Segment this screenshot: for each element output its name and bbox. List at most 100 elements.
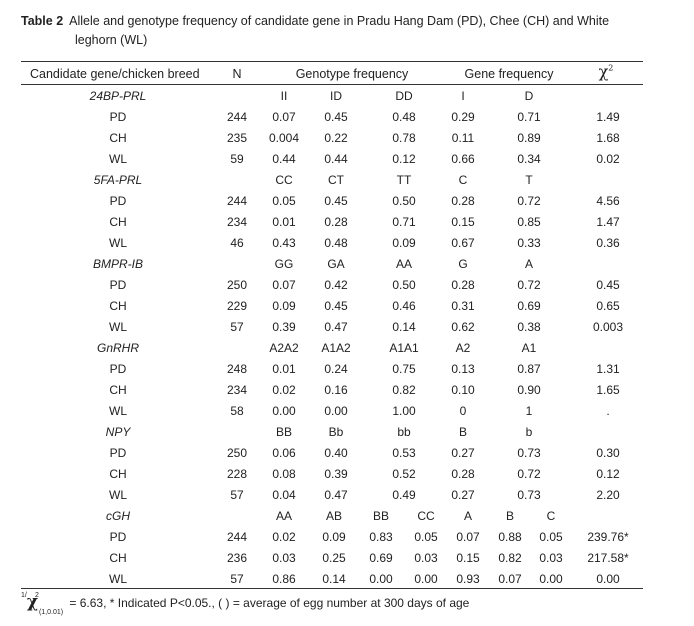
header-rule [21, 84, 643, 85]
gene-name: 24BP-PRL [89, 89, 147, 103]
allele-label: B [458, 425, 468, 439]
chi-square-value: 1.31 [596, 362, 620, 376]
genotype-frequency: 0.25 [322, 551, 346, 565]
chi-square-value: 4.56 [596, 194, 620, 208]
genotype-frequency: 0.28 [324, 215, 348, 229]
genotype-label: A1A1 [389, 341, 419, 355]
genotype-frequency: 0.42 [324, 278, 348, 292]
genotype-frequency: 0.01 [272, 362, 296, 376]
genotype-label: CT [328, 173, 344, 187]
genotype-frequency: 0.03 [414, 551, 438, 565]
footnote-chi-symbol: χ [26, 592, 39, 612]
header-chi-square: χ2 [598, 62, 614, 81]
sample-size: 46 [230, 236, 244, 250]
breed-name: WL [109, 572, 127, 586]
genotype-frequency: 1.00 [392, 404, 416, 418]
genotype-frequency: 0.43 [272, 236, 296, 250]
gene-frequency: 0.10 [451, 383, 475, 397]
sample-size: 57 [230, 572, 244, 586]
genotype-frequency: 0.44 [324, 152, 348, 166]
allele-label: A [524, 257, 534, 271]
gene-name: 5FA-PRL [93, 173, 143, 187]
gene-frequency: 0 [459, 404, 467, 418]
genotype-frequency: 0.50 [392, 278, 416, 292]
gene-frequency: 0.33 [517, 236, 541, 250]
chi-square-value: 0.65 [596, 299, 620, 313]
genotype-frequency: 0.00 [369, 572, 393, 586]
genotype-label: AB [325, 509, 343, 523]
breed-name: CH [109, 467, 127, 481]
gene-name: BMPR-IB [92, 257, 144, 271]
gene-frequency: 1 [525, 404, 533, 418]
sample-size: 57 [230, 320, 244, 334]
gene-frequency: 0.93 [456, 572, 480, 586]
chi-square-value: 1.65 [596, 383, 620, 397]
gene-name: cGH [106, 509, 130, 523]
chi-square-value: 0.00 [596, 572, 620, 586]
gene-frequency: 0.72 [517, 467, 541, 481]
chi-square-value: 0.12 [596, 467, 620, 481]
gene-frequency: 0.34 [517, 152, 541, 166]
chi-square-value: 217.58* [587, 551, 629, 565]
gene-frequency: 0.87 [517, 362, 541, 376]
allele-label: A [463, 509, 473, 523]
gene-frequency: 0.27 [451, 488, 475, 502]
genotype-label: AA [395, 257, 413, 271]
genotype-frequency: 0.12 [392, 152, 416, 166]
gene-name: NPY [105, 425, 131, 439]
genotype-frequency: 0.48 [324, 236, 348, 250]
gene-frequency: 0.85 [517, 215, 541, 229]
genotype-frequency: 0.02 [272, 383, 296, 397]
gene-frequency: 0.31 [451, 299, 475, 313]
genotype-label: BB [275, 425, 293, 439]
table-footnote: 1/χ2 (1,0.01) = 6.63, * Indicated P<0.05.… [21, 592, 470, 616]
caption-line-1: Allele and genotype frequency of candida… [69, 14, 610, 28]
genotype-frequency: 0.45 [324, 194, 348, 208]
allele-label: A2 [455, 341, 471, 355]
genotype-label: GG [274, 257, 294, 271]
genotype-frequency: 0.78 [392, 131, 416, 145]
caption-line-2: leghorn (WL) [75, 33, 148, 47]
genotype-frequency: 0.82 [392, 383, 416, 397]
top-rule [21, 61, 643, 62]
allele-label: T [525, 173, 533, 187]
gene-frequency: 0.13 [451, 362, 475, 376]
genotype-frequency: 0.24 [324, 362, 348, 376]
table-caption: Table 2 Allele and genotype frequency of … [21, 12, 671, 50]
gene-frequency: 0.07 [498, 572, 522, 586]
genotype-frequency: 0.05 [272, 194, 296, 208]
gene-frequency: 0.90 [517, 383, 541, 397]
sample-size: 236 [226, 551, 248, 565]
genotype-frequency: 0.83 [369, 530, 393, 544]
genotype-frequency: 0.48 [392, 110, 416, 124]
gene-frequency: 0.72 [517, 278, 541, 292]
sample-size: 244 [226, 194, 248, 208]
genotype-frequency: 0.47 [324, 320, 348, 334]
breed-name: CH [109, 551, 127, 565]
header-breed: Candidate gene/chicken breed [30, 67, 200, 81]
genotype-frequency: 0.09 [322, 530, 346, 544]
genotype-label: DD [395, 89, 413, 103]
allele-label: b [525, 425, 533, 439]
chi-square-value: 0.02 [596, 152, 620, 166]
genotype-frequency: 0.05 [414, 530, 438, 544]
genotype-frequency: 0.46 [392, 299, 416, 313]
chi-square-value: 0.30 [596, 446, 620, 460]
breed-name: WL [109, 404, 127, 418]
gene-frequency: 0.03 [539, 551, 563, 565]
footnote-text: = 6.63, * Indicated P<0.05., ( ) = avera… [69, 596, 470, 610]
genotype-frequency: 0.39 [324, 467, 348, 481]
footnote-chi-subscript: (1,0.01) [38, 609, 64, 616]
genotype-frequency: 0.40 [324, 446, 348, 460]
gene-frequency: 0.11 [451, 131, 475, 145]
bottom-rule [21, 588, 643, 589]
genotype-frequency: 0.004 [268, 131, 300, 145]
chi-square-value: 1.68 [596, 131, 620, 145]
gene-frequency: 0.28 [451, 467, 475, 481]
genotype-label: AA [275, 509, 293, 523]
chi-square-value: 0.003 [592, 320, 624, 334]
genotype-frequency: 0.16 [324, 383, 348, 397]
genotype-frequency: 0.03 [272, 551, 296, 565]
header-genotype-frequency: Genotype frequency [295, 67, 409, 81]
genotype-label: A2A2 [269, 341, 299, 355]
